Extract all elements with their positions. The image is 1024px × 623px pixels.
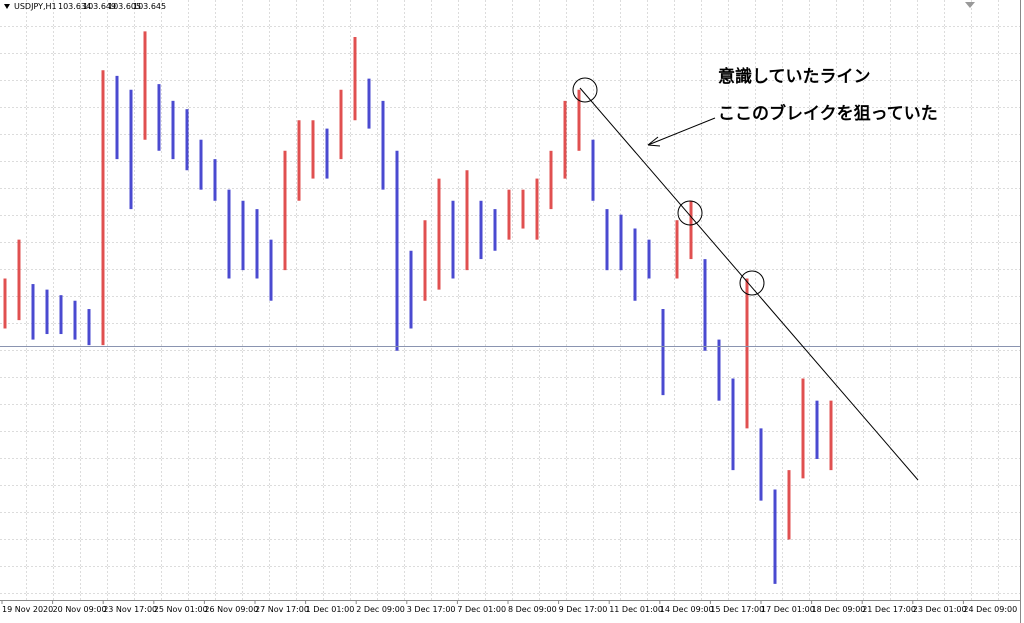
x-tick-label: 1 Dec 01:00 xyxy=(306,605,355,614)
trend-line xyxy=(579,87,919,481)
x-tick-label: 7 Dec 01:00 xyxy=(457,605,506,614)
annotation: ここのブレイクを狙っていた xyxy=(718,103,938,124)
x-tick-label: 27 Nov 17:00 xyxy=(255,605,309,614)
x-tick-label: 23 Dec 01:00 xyxy=(913,605,967,614)
x-tick-label: 8 Dec 09:00 xyxy=(508,605,557,614)
quote-value: 103.649 xyxy=(83,2,116,11)
x-tick-label: 11 Dec 01:00 xyxy=(609,605,663,614)
x-tick-label: 23 Nov 17:00 xyxy=(103,605,157,614)
x-tick-label: 9 Dec 17:00 xyxy=(559,605,608,614)
quote-value: 103.605 xyxy=(108,2,141,11)
x-tick-label: 21 Dec 17:00 xyxy=(862,605,916,614)
grid xyxy=(0,0,1020,600)
x-tick-label: 3 Dec 17:00 xyxy=(407,605,456,614)
scroll-arrow[interactable] xyxy=(965,2,975,8)
x-tick-label: 18 Dec 09:00 xyxy=(812,605,866,614)
arrow-head xyxy=(647,136,661,147)
x-tick-label: 19 Nov 2020 xyxy=(2,605,53,614)
touch-circle xyxy=(677,200,703,226)
arrow xyxy=(647,117,716,146)
x-tick-label: 20 Nov 09:00 xyxy=(53,605,107,614)
x-tick-label: 15 Dec 17:00 xyxy=(710,605,764,614)
symbol: USDJPY,H1 xyxy=(14,2,57,11)
touch-circle xyxy=(739,270,765,296)
touch-circle xyxy=(572,77,598,103)
bars xyxy=(3,31,833,584)
quote-value: 103.634 xyxy=(58,2,91,11)
x-tick-label: 26 Nov 09:00 xyxy=(204,605,258,614)
annotation: 意識していたライン xyxy=(718,66,871,87)
menu-arrow[interactable] xyxy=(4,4,10,9)
x-tick-label: 24 Dec 09:00 xyxy=(963,605,1017,614)
quote-value: 103.645 xyxy=(133,2,166,11)
x-tick-label: 14 Dec 09:00 xyxy=(660,605,714,614)
x-tick-label: 17 Dec 01:00 xyxy=(761,605,815,614)
x-tick-label: 25 Nov 01:00 xyxy=(154,605,208,614)
x-tick-label: 2 Dec 09:00 xyxy=(356,605,405,614)
